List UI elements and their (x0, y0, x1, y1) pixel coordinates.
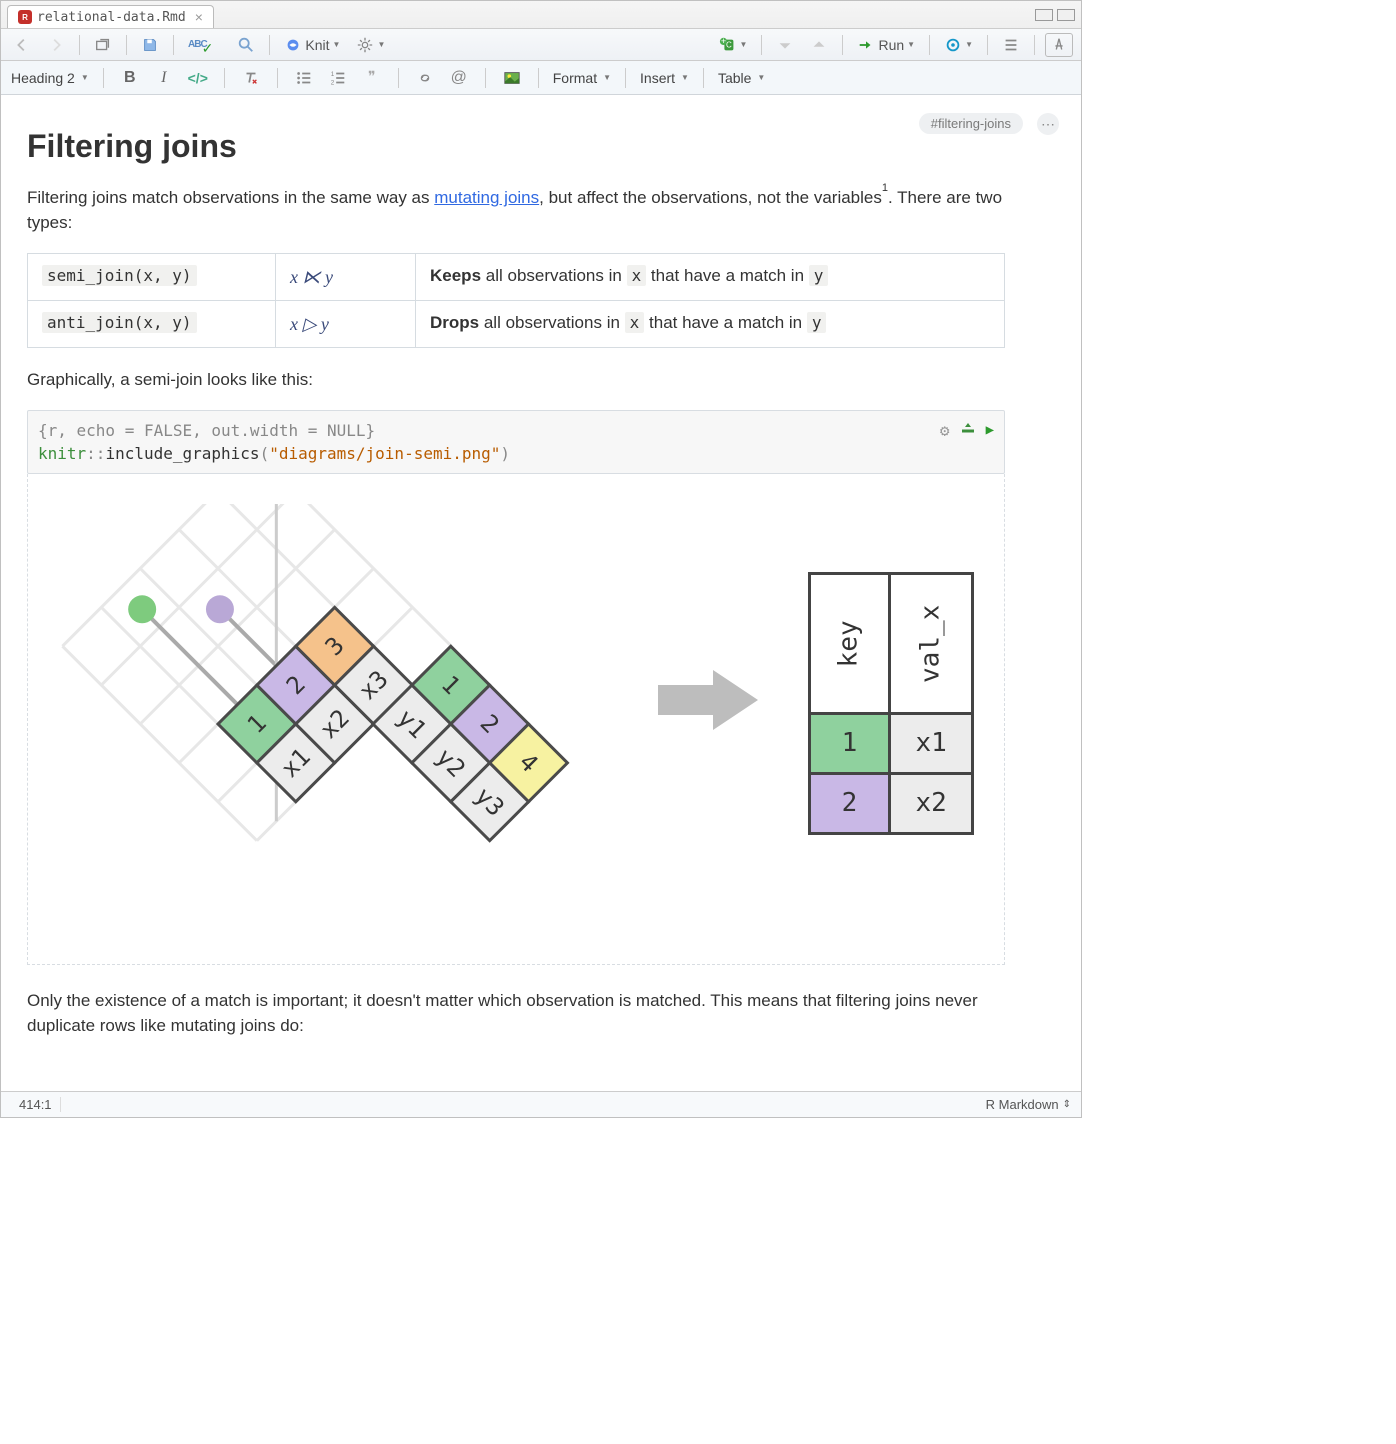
format-menu[interactable]: Format▼ (553, 70, 611, 86)
run-button[interactable]: Run ▼ (853, 34, 919, 56)
run-label: Run (878, 37, 904, 53)
show-in-new-window-button[interactable] (90, 34, 116, 56)
table-menu[interactable]: Table▼ (718, 70, 765, 86)
section-anchor-chip[interactable]: #filtering-joins (919, 113, 1023, 134)
blockquote-button[interactable]: ❞ (360, 66, 384, 90)
join-types-table: semi_join(x, y)x ⋉ yKeeps all observatio… (27, 253, 1005, 348)
arrow-icon (648, 660, 768, 748)
knit-label: Knit (305, 37, 329, 53)
close-icon[interactable]: × (195, 9, 203, 25)
bullet-list-button[interactable] (292, 66, 316, 90)
window-controls (1035, 9, 1075, 21)
editor-window: R relational-data.Rmd × ABC✓ Knit ▼ ▼ C+… (0, 0, 1082, 1118)
code-button[interactable]: </> (186, 66, 210, 90)
status-bar: 414:1 R Markdown ⇕ (1, 1091, 1081, 1117)
compass-button[interactable] (1045, 33, 1073, 57)
run-chunk-icon[interactable]: ▶ (986, 420, 994, 440)
file-tab[interactable]: R relational-data.Rmd × (7, 5, 214, 28)
link-button[interactable] (413, 66, 437, 90)
find-button[interactable] (233, 34, 259, 56)
mutating-joins-link[interactable]: mutating joins (434, 188, 539, 207)
chunk-code-line: knitr::include_graphics("diagrams/join-s… (38, 442, 994, 465)
closing-paragraph: Only the existence of a match is importa… (27, 989, 1005, 1038)
go-prev-button[interactable] (772, 34, 798, 56)
heading-select[interactable]: Heading 2▼ (11, 70, 89, 86)
tab-title: relational-data.Rmd (37, 10, 186, 25)
cursor-position: 414:1 (11, 1097, 61, 1112)
chunk-gear-icon[interactable]: ⚙ (940, 419, 950, 442)
outline-button[interactable] (998, 34, 1024, 56)
format-toolbar: Heading 2▼ B I </> 12 ❞ @ Format▼ Insert… (1, 61, 1081, 95)
svg-text:1: 1 (331, 71, 335, 78)
intro-paragraph: Filtering joins match observations in th… (27, 186, 1005, 235)
minimize-icon[interactable] (1035, 9, 1053, 21)
italic-button[interactable]: I (152, 66, 176, 90)
document-area[interactable]: #filtering-joins ⋯ Filtering joins Filte… (1, 95, 1081, 1091)
table-row: semi_join(x, y)x ⋉ yKeeps all observatio… (28, 253, 1005, 300)
image-button[interactable] (500, 66, 524, 90)
language-mode[interactable]: R Markdown ⇕ (986, 1097, 1071, 1112)
insert-menu[interactable]: Insert▼ (640, 70, 689, 86)
chunk-header: {r, echo = FALSE, out.width = NULL} (38, 419, 994, 442)
code-chunk[interactable]: ⚙ ▶ {r, echo = FALSE, out.width = NULL} … (27, 410, 1005, 474)
clear-format-button[interactable] (239, 66, 263, 90)
run-above-icon[interactable] (960, 419, 976, 442)
bold-button[interactable]: B (118, 66, 142, 90)
save-button[interactable] (137, 34, 163, 56)
join-diagram: 1x12x23x31y12y24y3 (48, 504, 608, 904)
go-next-button[interactable] (806, 34, 832, 56)
publish-button[interactable]: ▼ (940, 34, 977, 56)
citation-button[interactable]: @ (447, 66, 471, 90)
section-options-button[interactable]: ⋯ (1037, 113, 1059, 135)
knit-button[interactable]: Knit ▼ (280, 34, 344, 56)
page-title: Filtering joins (27, 123, 1005, 169)
graph-intro: Graphically, a semi-join looks like this… (27, 368, 1005, 393)
forward-button[interactable] (43, 34, 69, 56)
svg-text:2: 2 (331, 79, 335, 86)
svg-text:+: + (720, 36, 725, 46)
insert-chunk-button[interactable]: C+ ▼ (715, 34, 752, 56)
spellcheck-button[interactable]: ABC✓ (184, 34, 225, 55)
main-toolbar: ABC✓ Knit ▼ ▼ C+ ▼ Run ▼ ▼ (1, 29, 1081, 61)
result-table: keyval_x1x12x2 (808, 572, 974, 835)
gear-button[interactable]: ▼ (352, 34, 389, 56)
numbered-list-button[interactable]: 12 (326, 66, 350, 90)
document-body: Filtering joins Filtering joins match ob… (1, 95, 1031, 1075)
footnote-ref[interactable]: 1 (882, 182, 888, 194)
table-row: anti_join(x, y)x ▷ yDrops all observatio… (28, 300, 1005, 347)
tab-bar: R relational-data.Rmd × (1, 1, 1081, 29)
maximize-icon[interactable] (1057, 9, 1075, 21)
rmd-icon: R (18, 10, 32, 24)
back-button[interactable] (9, 34, 35, 56)
chunk-output: 1x12x23x31y12y24y3 keyval_x1x12x2 (27, 474, 1005, 965)
